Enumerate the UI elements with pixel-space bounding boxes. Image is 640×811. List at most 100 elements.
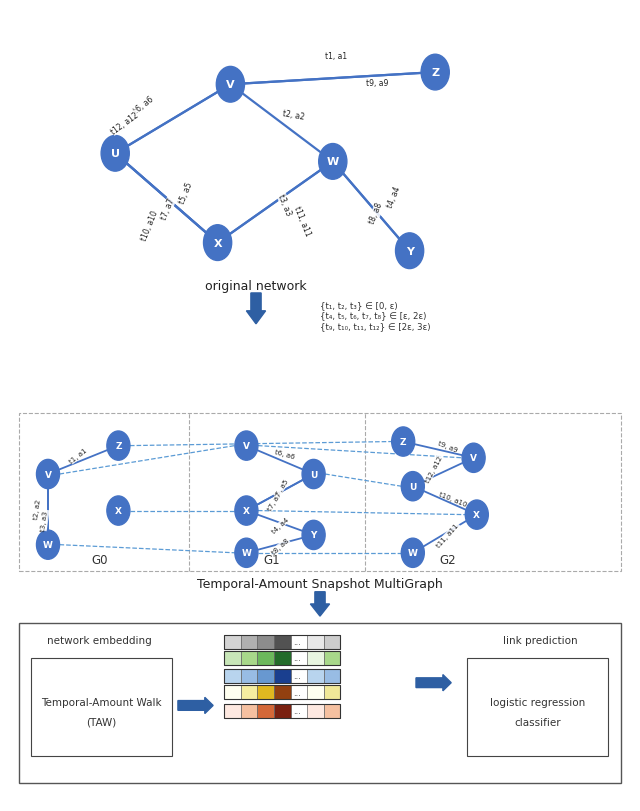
FancyArrow shape <box>416 675 451 691</box>
Text: Z: Z <box>400 437 406 447</box>
Circle shape <box>101 136 129 172</box>
Text: t5, a5: t5, a5 <box>177 181 194 205</box>
Text: logistic regression: logistic regression <box>490 697 585 707</box>
Circle shape <box>107 431 130 461</box>
Text: Y: Y <box>310 530 317 540</box>
Circle shape <box>36 460 60 489</box>
Text: t3, a3: t3, a3 <box>276 192 293 217</box>
Text: t6, a6: t6, a6 <box>274 448 296 460</box>
Text: ...: ... <box>293 654 301 663</box>
Text: t9, a9: t9, a9 <box>367 79 388 88</box>
Text: X: X <box>213 238 222 248</box>
Text: Z: Z <box>431 68 439 78</box>
Text: t2, a2: t2, a2 <box>282 109 305 122</box>
Bar <box>324 635 340 649</box>
Text: {t₄, t₅, t₆, t₇, t₈} ∈ [ε, 2ε): {t₄, t₅, t₆, t₇, t₈} ∈ [ε, 2ε) <box>320 311 426 320</box>
Bar <box>324 685 340 699</box>
Bar <box>224 669 241 683</box>
Circle shape <box>421 55 449 91</box>
Text: ...: ... <box>293 688 301 697</box>
Bar <box>257 704 274 718</box>
Bar <box>274 685 291 699</box>
Text: U: U <box>409 482 417 491</box>
Bar <box>274 704 291 718</box>
Circle shape <box>235 496 258 526</box>
Text: t2, a2: t2, a2 <box>33 498 42 519</box>
Text: ...: ... <box>293 637 301 646</box>
FancyBboxPatch shape <box>19 623 621 783</box>
Text: X: X <box>243 506 250 516</box>
Bar <box>274 651 291 665</box>
Bar <box>224 635 340 649</box>
Bar <box>224 635 241 649</box>
Text: ⋮: ⋮ <box>276 686 288 696</box>
Bar <box>274 635 291 649</box>
Bar <box>224 651 340 665</box>
Circle shape <box>216 67 244 103</box>
Text: network embedding: network embedding <box>47 636 152 646</box>
Text: original network: original network <box>205 280 307 293</box>
Text: V: V <box>45 470 51 479</box>
Text: G0: G0 <box>91 554 108 567</box>
Bar <box>274 669 291 683</box>
Bar <box>307 704 324 718</box>
Bar <box>241 635 257 649</box>
Bar <box>241 704 257 718</box>
Bar <box>307 635 324 649</box>
Text: W: W <box>326 157 339 167</box>
Bar <box>307 651 324 665</box>
Text: link prediction: link prediction <box>504 636 578 646</box>
Text: ...: ... <box>293 672 301 680</box>
Text: {t₉, t₁₀, t₁₁, t₁₂} ∈ [2ε, 3ε): {t₉, t₁₀, t₁₁, t₁₂} ∈ [2ε, 3ε) <box>320 321 431 331</box>
Text: t10, a10: t10, a10 <box>140 209 160 242</box>
FancyArrow shape <box>246 294 266 324</box>
Text: t4, a4: t4, a4 <box>271 517 290 534</box>
Text: t9, a9: t9, a9 <box>437 440 459 453</box>
Text: t10, a10: t10, a10 <box>438 491 468 507</box>
Circle shape <box>319 144 347 180</box>
Bar <box>224 704 340 718</box>
Text: W: W <box>43 540 53 550</box>
Text: (TAW): (TAW) <box>86 717 116 727</box>
Bar <box>224 704 241 718</box>
Text: U: U <box>111 149 120 159</box>
Text: V: V <box>226 80 235 90</box>
Text: t6, a6: t6, a6 <box>132 95 156 116</box>
Bar <box>307 669 324 683</box>
Bar <box>241 685 257 699</box>
Circle shape <box>302 460 325 489</box>
FancyArrow shape <box>178 697 213 714</box>
Bar <box>257 651 274 665</box>
Text: W: W <box>408 548 418 558</box>
FancyBboxPatch shape <box>31 659 172 756</box>
FancyArrow shape <box>310 592 330 616</box>
Text: t11, a11: t11, a11 <box>292 204 312 237</box>
Circle shape <box>396 234 424 269</box>
Text: G1: G1 <box>264 554 280 567</box>
Circle shape <box>235 431 258 461</box>
Bar <box>257 685 274 699</box>
Bar <box>224 685 340 699</box>
Text: X: X <box>474 510 480 520</box>
Bar <box>241 669 257 683</box>
Text: t3, a3: t3, a3 <box>40 510 49 531</box>
Text: t7, a7: t7, a7 <box>159 197 176 221</box>
Circle shape <box>401 539 424 568</box>
Circle shape <box>462 444 485 473</box>
Text: t1, a1: t1, a1 <box>68 447 89 465</box>
Text: W: W <box>241 548 252 558</box>
Circle shape <box>235 539 258 568</box>
Circle shape <box>392 427 415 457</box>
Text: t12, a12: t12, a12 <box>424 454 444 483</box>
Text: {t₁, t₂, t₃} ∈ [0, ε): {t₁, t₂, t₃} ∈ [0, ε) <box>320 300 397 310</box>
Text: G2: G2 <box>440 554 456 567</box>
Bar <box>324 704 340 718</box>
Bar <box>324 651 340 665</box>
Text: t7, a7: t7, a7 <box>268 491 283 512</box>
Text: ...: ... <box>293 706 301 715</box>
Circle shape <box>302 521 325 550</box>
Text: classifier: classifier <box>515 717 561 727</box>
Text: U: U <box>310 470 317 479</box>
Bar <box>224 685 241 699</box>
Circle shape <box>107 496 130 526</box>
